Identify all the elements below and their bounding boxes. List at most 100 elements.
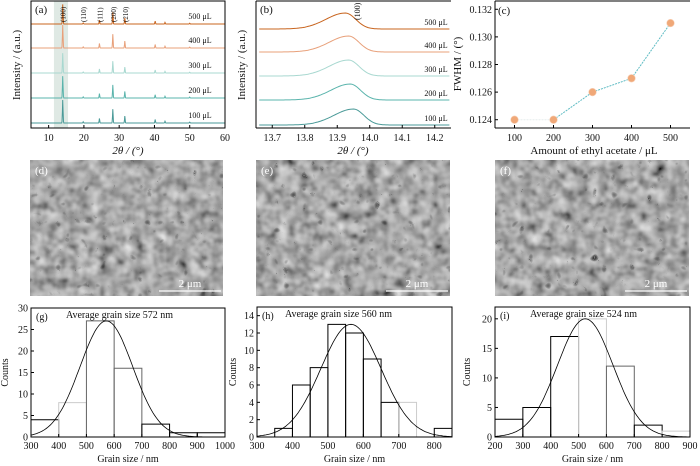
peak-label: (111) <box>96 7 104 22</box>
fwhm-points <box>510 18 675 124</box>
data-point <box>627 74 636 83</box>
x-tick-label: 13.8 <box>296 133 314 144</box>
histogram-bar <box>605 365 635 437</box>
y-tick-label: 10 <box>244 346 254 357</box>
x-tick-label: 300 <box>24 441 39 452</box>
sem-image-e: (e) 2 μm <box>256 160 450 296</box>
x-axis-label: Grain size / nm <box>97 454 159 465</box>
x-tick-label: 600 <box>107 441 122 452</box>
y-tick-label: 10 <box>18 390 28 401</box>
x-tick-label: 400 <box>543 441 558 452</box>
plot-frame <box>30 307 226 438</box>
histogram-bar <box>578 318 607 437</box>
xrd-zoom-series-line <box>259 83 450 101</box>
series-label: 300 μL <box>424 65 447 74</box>
x-tick-label: 700 <box>627 441 642 452</box>
histogram-bar <box>309 367 329 437</box>
x-tick-label: 500 <box>571 441 586 452</box>
x-tick-label: 13.7 <box>264 133 282 144</box>
x-tick-label: 200 <box>546 133 561 144</box>
y-tick-label: 8 <box>249 363 254 374</box>
panel-label-f: (f) <box>500 165 511 177</box>
x-axis-label: Grain size / nm <box>324 454 386 465</box>
x-tick-label: 10 <box>44 133 54 144</box>
histogram-bar <box>291 384 311 437</box>
y-tick-label: 15 <box>18 368 28 379</box>
histogram-bar <box>522 406 552 437</box>
x-tick-label: 500 <box>79 441 94 452</box>
peak-labels: (100) (110) (111) (200) (210) <box>60 6 130 22</box>
x-tick-label: 700 <box>134 441 149 452</box>
y-tick-label: 14 <box>244 311 254 322</box>
y-tick-label: 5 <box>23 411 28 422</box>
peak-label: (210) <box>122 6 130 22</box>
x-tick-label: 100 <box>507 133 522 144</box>
series-label: 100 μL <box>424 114 447 123</box>
x-tick-label: 700 <box>391 441 406 452</box>
panel-g-histogram: 0 5 10 15 20 25 30 300 400 500 600 700 800 900 1000 (g)… <box>0 304 235 466</box>
average-grain-size-title: Average grain size 560 nm <box>285 309 392 320</box>
sem-grain-boundaries <box>495 160 689 296</box>
scale-bar-label: 2 μm <box>406 278 429 290</box>
fwhm-line <box>514 22 671 121</box>
series-label: 500 μL <box>188 12 211 21</box>
histogram-bar <box>196 432 226 437</box>
gaussian-fit-curve <box>494 318 690 438</box>
x-tick-label: 300 <box>585 133 600 144</box>
series-label: 200 μL <box>188 86 211 95</box>
x-tick-label: 50 <box>185 133 195 144</box>
y-tick-label: 15 <box>482 344 492 355</box>
y-axis-label: Counts <box>228 358 239 386</box>
plot-frame <box>30 0 226 129</box>
panel-label-a: (a) <box>35 4 48 16</box>
plot-frame <box>494 306 691 438</box>
x-tick-label: 30 <box>114 133 124 144</box>
x-axis-ticks: 100 200 300 400 500 <box>507 125 678 144</box>
y-tick-label: 12 <box>244 329 254 340</box>
xrd-series-line <box>31 4 225 25</box>
panel-label-c: (c) <box>498 5 511 17</box>
x-tick-label: 14.2 <box>426 133 444 144</box>
panel-h-histogram: 0 2 4 6 8 10 12 14 300 400 500 600 700 800 (h) Average … <box>228 306 453 465</box>
histogram-bar <box>633 424 663 437</box>
x-axis-label: Amount of ethyl acetate / μL <box>530 145 657 157</box>
panel-i-histogram: 0 5 10 15 20 200 300 400 500 600 700 800 900 (i) Avera… <box>462 306 698 465</box>
panel-label: (h) <box>262 311 274 322</box>
y-tick-label: 20 <box>18 347 28 358</box>
y-axis-label: Intensity / (a.u.) <box>11 30 23 101</box>
y-tick-label: 0.132 <box>470 5 493 16</box>
histogram-bar <box>362 358 382 437</box>
series-label: 100 μL <box>188 111 211 120</box>
peak-label: (110) <box>80 6 88 22</box>
x-tick-label: 900 <box>683 441 698 452</box>
gaussian-fit-curve <box>30 320 225 438</box>
y-tick-label: 5 <box>487 403 492 414</box>
x-tick-label: 300 <box>250 441 265 452</box>
histogram-bar <box>141 423 171 437</box>
x-tick-label: 600 <box>599 441 614 452</box>
y-tick-label: 0 <box>23 433 28 444</box>
x-tick-label: 14.1 <box>394 133 412 144</box>
histogram-bar <box>550 336 580 437</box>
y-tick-label: 0 <box>487 433 492 444</box>
line-segment <box>553 91 593 121</box>
xrd-series-group: 500 μL 400 μL 300 μL 200 μL 100 μL <box>31 4 225 124</box>
x-tick-label: 14.0 <box>361 133 379 144</box>
panel-label: (g) <box>36 312 48 323</box>
x-tick-label: 800 <box>162 441 177 452</box>
peak-label-100: (100) <box>353 2 362 20</box>
histogram-bar <box>398 401 418 437</box>
average-grain-size-title: Average grain size 572 nm <box>66 310 173 321</box>
line-segment <box>592 77 632 93</box>
series-label: 500 μL <box>424 18 447 27</box>
xrd-zoom-series-line <box>259 108 450 126</box>
gaussian-fit-curve <box>256 323 453 437</box>
x-tick-label: 600 <box>356 441 371 452</box>
xrd-series-line <box>31 99 225 124</box>
x-tick-label: 40 <box>149 133 159 144</box>
xrd-zoom-series-line <box>259 12 450 30</box>
y-tick-label: 20 <box>482 314 492 325</box>
y-tick-label: 0.126 <box>470 88 493 99</box>
